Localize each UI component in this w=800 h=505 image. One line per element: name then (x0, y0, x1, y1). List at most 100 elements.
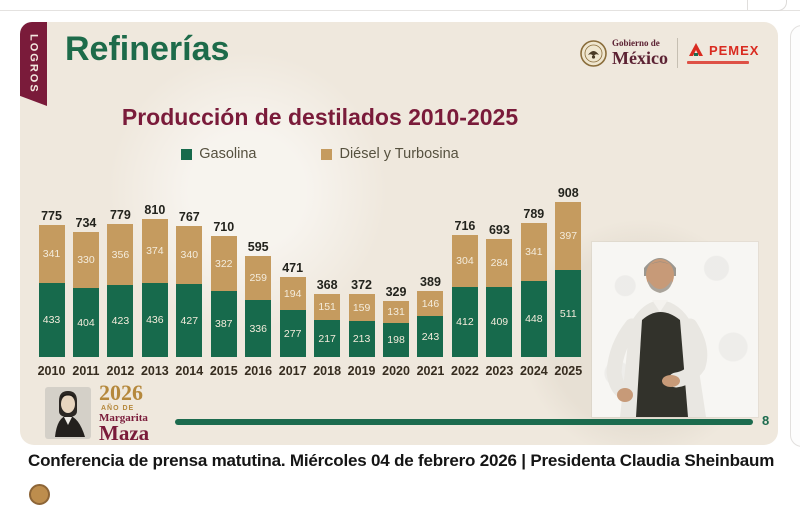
bar-total-label: 368 (316, 278, 338, 292)
bar-segment-diésel: 151 (314, 294, 341, 320)
bar-segment-gasolina: 387 (210, 291, 237, 357)
stacked-bar: 340 427 (176, 226, 203, 357)
bar-segment-gasolina: 336 (245, 300, 272, 357)
bar-year-label: 2017 (278, 364, 307, 378)
sign-language-interpreter-video (592, 242, 758, 417)
stacked-bar: 159 213 (348, 294, 375, 357)
stacked-bar: 341 448 (520, 223, 547, 357)
bar-segment-gasolina: 511 (555, 270, 582, 357)
header-logos: Gobierno de México PEMEX (580, 38, 759, 68)
legend-swatch (321, 148, 333, 160)
bar-year-label: 2021 (416, 364, 445, 378)
bar-segment-gasolina: 409 (486, 287, 513, 357)
interpreter-figure (606, 258, 708, 417)
bar-segment-diésel: 146 (417, 291, 444, 316)
pemex-tagline-bar (686, 61, 749, 64)
bar-group: 716 304 412 2022 (449, 219, 480, 378)
bar-total-label: 775 (41, 209, 62, 223)
bar-segment-gasolina: 277 (279, 310, 306, 357)
bar-segment-diésel: 131 (383, 301, 410, 323)
stacked-bar: 330 404 (72, 232, 99, 357)
bar-group: 471 194 277 2017 (277, 261, 308, 378)
bar-year-label: 2025 (554, 364, 583, 378)
bar-total-label: 471 (282, 261, 304, 275)
toolbar-divider (747, 0, 748, 10)
bar-total-label: 595 (247, 240, 269, 254)
bar-group: 710 322 387 2015 (208, 220, 239, 378)
bar-group: 389 146 243 2021 (415, 275, 446, 378)
bar-year-label: 2010 (37, 364, 66, 378)
bar-segment-diésel: 356 (107, 224, 134, 285)
bar-total-label: 372 (351, 278, 372, 292)
logo-divider (676, 38, 678, 68)
stacked-bar: 151 217 (314, 294, 341, 357)
bar-segment-diésel: 341 (520, 223, 547, 281)
bar-group: 789 341 448 2024 (518, 207, 549, 378)
bar-year-label: 2011 (72, 364, 100, 378)
bar-segment-diésel: 194 (279, 277, 306, 310)
bar-segment-gasolina: 243 (417, 316, 444, 357)
bar-chart: 775 341 433 2010 734 330 404 2011 779 356 423 2012 8… (36, 186, 584, 378)
bar-year-label: 2014 (175, 364, 204, 378)
stacked-bar: 259 336 (245, 256, 272, 357)
bar-segment-diésel: 341 (38, 225, 65, 283)
bar-segment-diésel: 284 (486, 239, 513, 287)
bar-year-label: 2012 (106, 364, 135, 378)
bar-group: 775 341 433 2010 (36, 209, 67, 378)
channel-avatar[interactable] (29, 484, 50, 505)
stacked-bar: 146 243 (417, 291, 444, 357)
bar-total-label: 767 (178, 210, 200, 224)
bar-total-label: 329 (385, 285, 407, 299)
bar-year-label: 2019 (347, 364, 376, 378)
slide-number: 8 (762, 413, 770, 428)
bar-total-label: 734 (75, 216, 97, 230)
bar-group: 372 159 213 2019 (346, 278, 377, 378)
bar-year-label: 2022 (451, 364, 479, 378)
bar-total-label: 810 (144, 203, 166, 217)
bar-segment-diésel: 304 (451, 235, 478, 287)
bar-segment-gasolina: 423 (107, 285, 134, 357)
bar-total-label: 710 (213, 220, 235, 234)
legend-label: Gasolina (199, 146, 257, 162)
pemex-emblem-icon (688, 43, 703, 56)
bar-total-label: 789 (523, 207, 545, 221)
bar-year-label: 2020 (382, 364, 410, 378)
stacked-bar: 374 436 (141, 219, 168, 357)
slide-title: Refinerías (65, 30, 230, 68)
chart-legend: Gasolina Diésel y Turbosina (80, 146, 560, 162)
logros-ribbon: LOGROS (20, 22, 47, 106)
year-logo-margarita: Margarita (99, 412, 148, 424)
stacked-bar: 397 511 (555, 202, 582, 357)
bar-segment-diésel: 330 (72, 232, 99, 288)
bar-segment-diésel: 397 (555, 202, 582, 270)
legend-item: Diésel y Turbosina (321, 146, 459, 162)
legend-label: Diésel y Turbosina (339, 146, 459, 162)
pemex-logo: PEMEX (686, 42, 760, 64)
bar-segment-gasolina: 217 (314, 320, 341, 357)
bar-group: 329 131 198 2020 (381, 285, 412, 378)
bar-group: 779 356 423 2012 (105, 208, 136, 378)
bar-year-label: 2018 (313, 364, 342, 378)
gobierno-logo-line1: Gobierno de (612, 38, 660, 48)
sidebar-suggestion-card[interactable] (790, 25, 800, 447)
stacked-bar: 284 409 (486, 239, 513, 357)
bar-total-label: 908 (557, 186, 579, 200)
bar-year-label: 2015 (209, 364, 238, 378)
bar-segment-gasolina: 436 (141, 283, 168, 357)
bar-year-label: 2023 (485, 364, 514, 378)
bar-segment-gasolina: 448 (520, 281, 547, 357)
bar-year-label: 2013 (140, 364, 169, 378)
stacked-bar: 304 412 (451, 235, 478, 357)
year-logo-2026: 2026 (99, 380, 143, 405)
bar-segment-gasolina: 427 (176, 284, 203, 357)
bar-segment-gasolina: 404 (72, 288, 99, 357)
gobierno-de-mexico-logo: Gobierno de México (580, 39, 668, 67)
year-logo-ano-de: AÑO DE (101, 405, 135, 412)
bar-total-label: 389 (420, 275, 441, 289)
margarita-maza-portrait (45, 387, 91, 439)
video-frame[interactable]: LOGROS Refinerías Gobierno de México (20, 22, 778, 445)
bar-segment-diésel: 259 (245, 256, 272, 300)
bar-group: 693 284 409 2023 (484, 223, 515, 378)
stacked-bar: 322 387 (210, 236, 237, 357)
bar-total-label: 693 (488, 223, 510, 237)
